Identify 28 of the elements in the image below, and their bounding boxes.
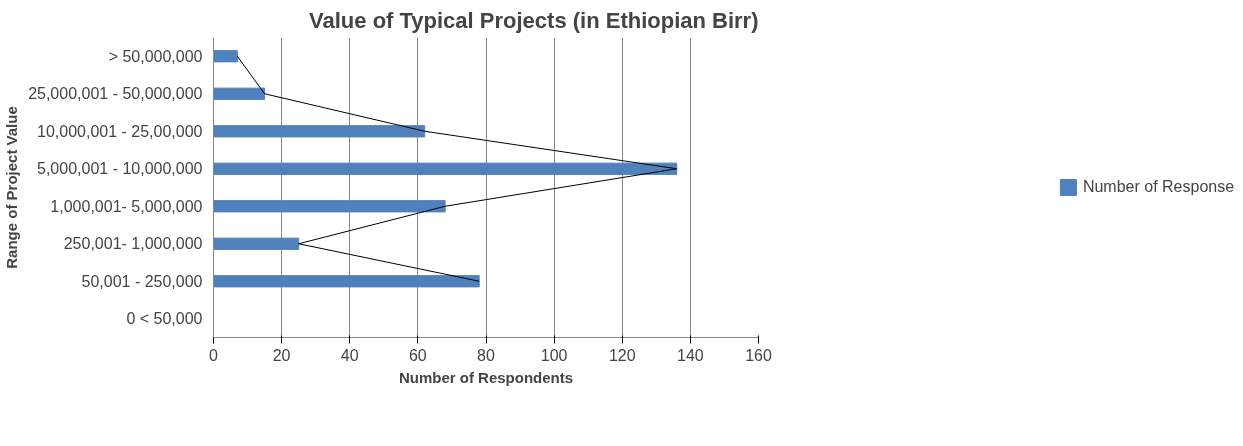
y-tick-label: 5,000,001 - 10,000,000: [37, 160, 203, 178]
x-axis-title: Number of Respondents: [398, 368, 574, 386]
x-tick-label: 60: [408, 346, 427, 364]
x-tick-label: 0: [209, 346, 219, 364]
y-tick-label: 10,000,001 - 25,00,000: [37, 122, 203, 140]
bar: [213, 275, 480, 288]
x-tick-label: 20: [272, 346, 291, 364]
bar: [213, 237, 300, 250]
bar: [213, 87, 266, 100]
y-tick-label: 0 < 50,000: [126, 310, 203, 328]
x-tick-label: 100: [540, 346, 568, 364]
x-tick-label: 160: [745, 346, 772, 364]
bar: [213, 50, 238, 63]
x-tick-label: 40: [340, 346, 359, 364]
chart-title: Value of Typical Projects (in Ethiopian Birr): [309, 7, 759, 33]
y-tick-label: 1,000,001- 5,000,000: [50, 197, 203, 215]
y-tick-label: 25,000,001 - 50,000,000: [28, 85, 203, 103]
y-tick-label: 250,001- 1,000,000: [63, 235, 203, 253]
legend-label: Number of Response: [1082, 178, 1235, 196]
x-tick-label: 80: [477, 346, 495, 364]
x-tick-label: 140: [677, 346, 704, 364]
bar: [213, 162, 678, 175]
y-tick-label: > 50,000,000: [108, 47, 203, 65]
bar: [213, 200, 446, 213]
y-axis-title: Range of Project Value: [3, 106, 21, 269]
y-tick-label: 50,001 - 250,000: [81, 272, 203, 290]
x-tick-label: 120: [608, 346, 636, 364]
bar: [213, 125, 426, 138]
